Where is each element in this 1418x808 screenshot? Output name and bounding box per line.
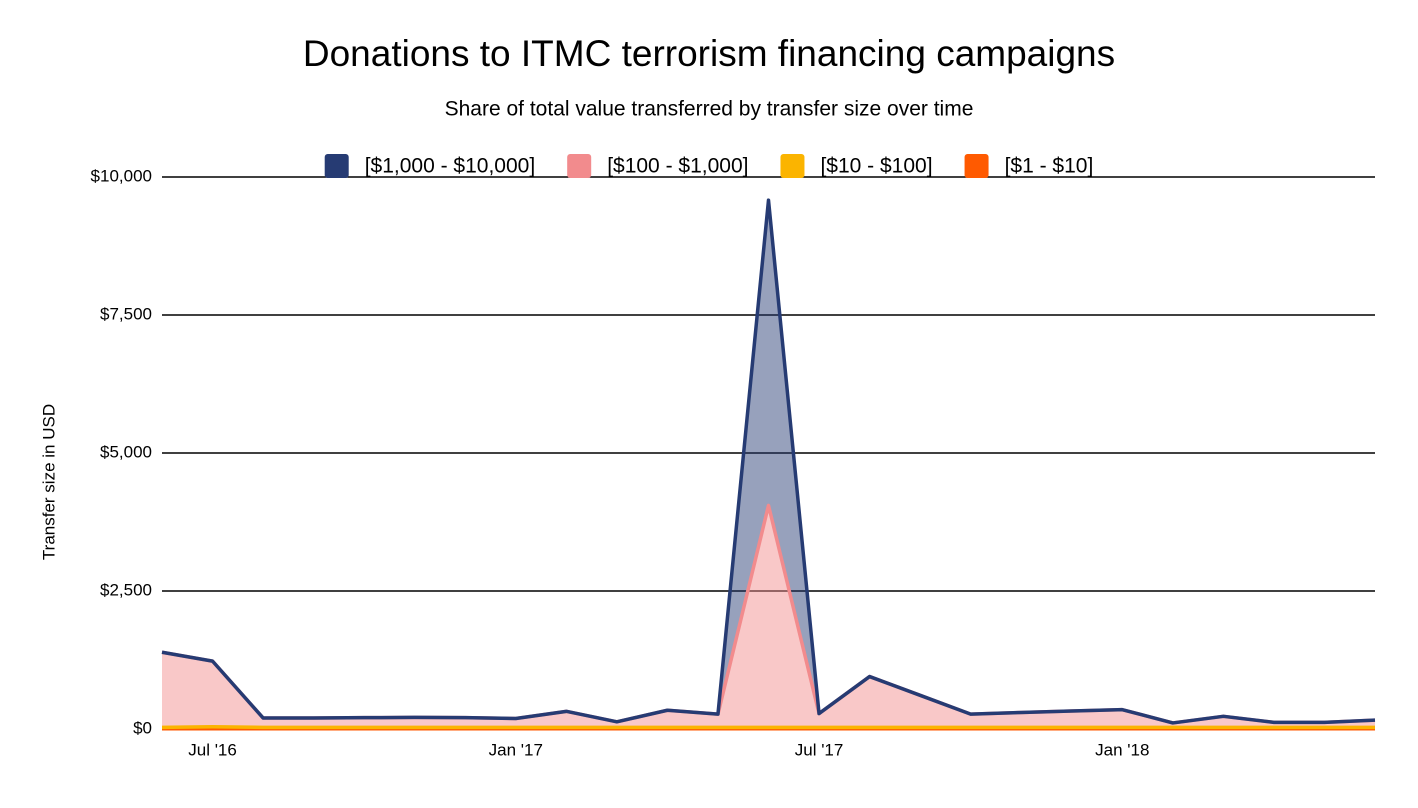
x-tick-label: Jan '18 bbox=[1095, 740, 1149, 759]
chart-title: Donations to ITMC terrorism financing ca… bbox=[303, 33, 1115, 74]
y-axis-label: Transfer size in USD bbox=[39, 404, 58, 560]
legend-label: [$10 - $100] bbox=[820, 155, 932, 178]
legend-label: [$1 - $10] bbox=[1005, 155, 1094, 178]
legend-swatch bbox=[964, 154, 989, 178]
area-line bbox=[161, 198, 1376, 725]
y-tick-label: $5,000 bbox=[100, 442, 152, 461]
legend-swatch bbox=[567, 154, 592, 178]
x-tick-label: Jul '16 bbox=[188, 740, 237, 759]
x-tick-label: Jan '17 bbox=[489, 740, 543, 759]
legend-label: [$1,000 - $10,000] bbox=[365, 155, 535, 178]
legend-label: [$100 - $1,000] bbox=[607, 155, 748, 178]
legend-swatch bbox=[324, 154, 349, 178]
y-tick-label: $2,500 bbox=[100, 580, 152, 599]
area-line bbox=[161, 725, 1375, 730]
y-tick-label: $10,000 bbox=[91, 166, 152, 185]
legend-swatch bbox=[780, 154, 805, 178]
area bbox=[162, 505, 1375, 728]
x-tick-label: Jul '17 bbox=[795, 740, 844, 759]
chart-subtitle: Share of total value transferred by tran… bbox=[445, 98, 974, 121]
y-tick-label: $7,500 bbox=[100, 304, 152, 323]
area bbox=[162, 200, 1375, 723]
y-tick-label: $0 bbox=[133, 718, 152, 737]
